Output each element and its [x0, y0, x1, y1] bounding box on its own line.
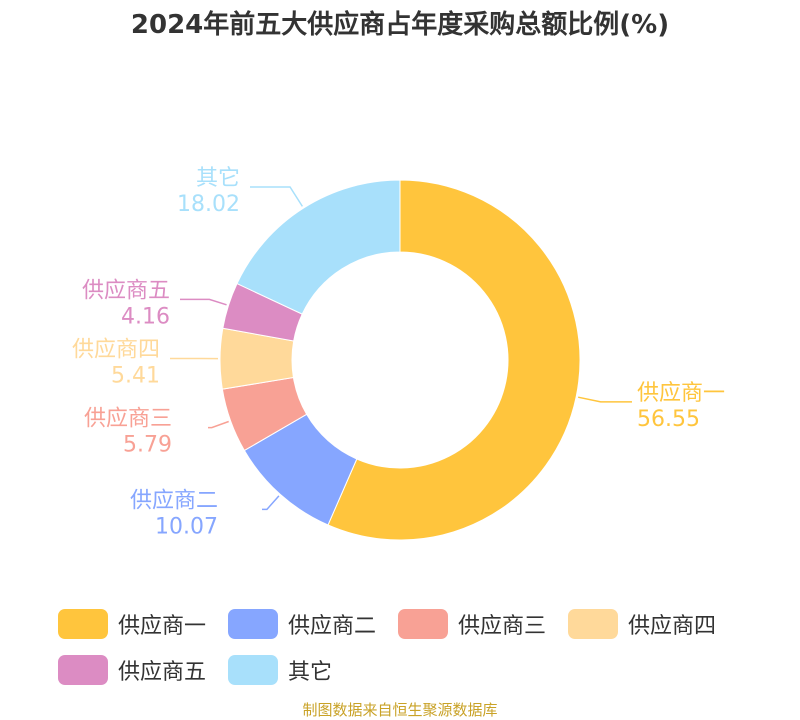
pie-slice[interactable] [327, 179, 581, 541]
slice-label: 供应商五 [82, 278, 170, 303]
slice-label: 其它 [196, 166, 240, 191]
legend-item[interactable]: 供应商一 [58, 608, 206, 640]
legend-swatch [568, 609, 619, 639]
legend-swatch [58, 655, 108, 685]
legend-item[interactable]: 其它 [228, 654, 332, 686]
legend-label: 其它 [288, 660, 333, 685]
pie-slice[interactable] [236, 179, 401, 315]
data-label: 5.41 [111, 364, 160, 389]
legend-label: 供应商五 [118, 660, 207, 685]
data-label: 18.02 [177, 192, 240, 217]
data-label: 5.79 [123, 433, 172, 458]
slice-label: 供应商三 [84, 407, 172, 432]
leader-line [208, 420, 229, 429]
data-label: 4.16 [121, 304, 170, 329]
leader-line [180, 298, 227, 306]
legend-swatch [58, 609, 108, 639]
source-note: 制图数据来自恒生聚源数据库 [302, 701, 498, 719]
slice-label: 供应商四 [72, 338, 160, 363]
legend-item[interactable]: 供应商二 [228, 608, 376, 640]
slice-label: 供应商二 [130, 488, 218, 513]
legend-label: 供应商一 [118, 614, 207, 639]
leader-line [250, 186, 304, 207]
legend: 供应商一 供应商二 供应商三 供应商四供应商五 其它 [58, 608, 788, 686]
legend-item[interactable]: 供应商四 [568, 608, 716, 640]
chart-title: 2024年前五大供应商占年度采购总额比例(%) [130, 10, 670, 40]
data-label: 56.55 [637, 407, 700, 432]
legend-label: 供应商四 [628, 614, 717, 639]
leader-line [262, 495, 280, 511]
legend-swatch [398, 609, 449, 639]
leader-line [578, 396, 632, 403]
legend-item[interactable]: 供应商五 [58, 654, 206, 686]
legend-swatch [228, 609, 279, 639]
legend-label: 供应商二 [288, 614, 377, 639]
legend-label: 供应商三 [458, 614, 547, 639]
slice-label: 供应商一 [637, 381, 725, 406]
data-label: 10.07 [155, 514, 218, 539]
legend-item[interactable]: 供应商三 [398, 608, 546, 640]
legend-swatch [228, 655, 279, 685]
